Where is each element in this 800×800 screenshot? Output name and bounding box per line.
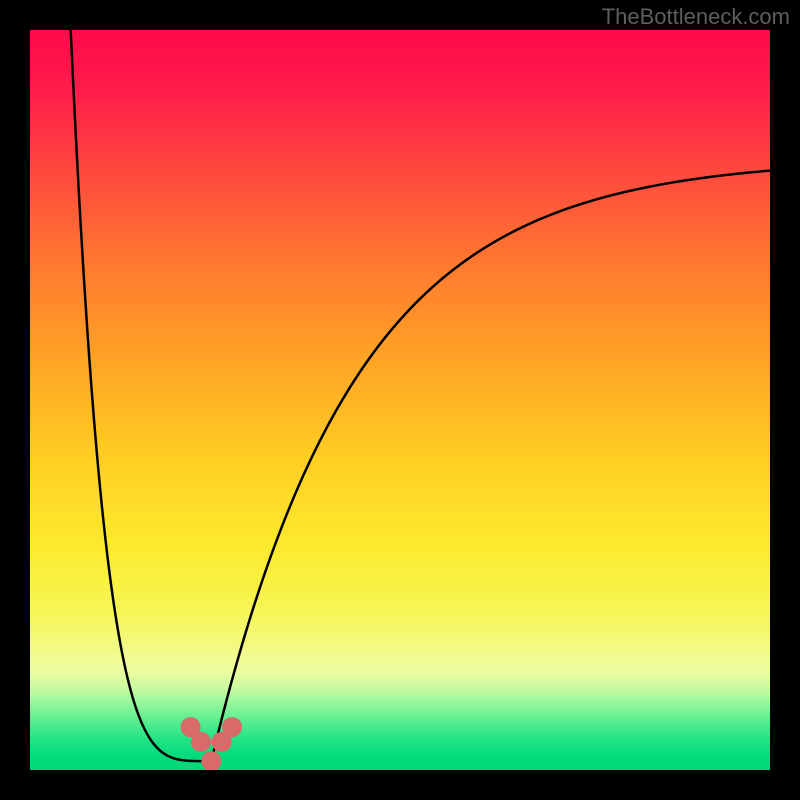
trough-dot — [191, 732, 211, 752]
chart-frame — [770, 0, 800, 800]
gradient-background — [30, 30, 770, 770]
chart-frame — [0, 0, 30, 800]
trough-dot — [201, 751, 221, 771]
bottleneck-chart — [0, 0, 800, 800]
chart-frame — [0, 770, 800, 800]
chart-container: TheBottleneck.com — [0, 0, 800, 800]
watermark-text: TheBottleneck.com — [602, 4, 790, 30]
trough-dot — [222, 717, 242, 737]
